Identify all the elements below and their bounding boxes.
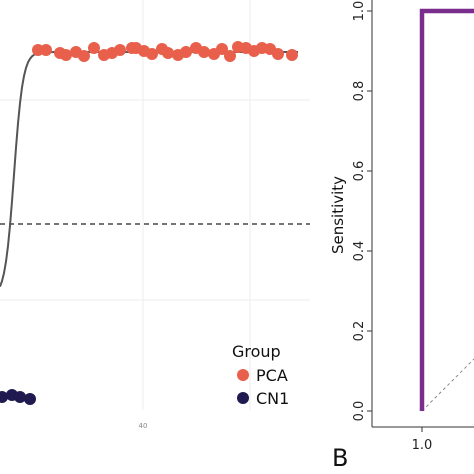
roc-curve <box>419 8 474 411</box>
y-tick-label: 0.4 <box>352 241 367 262</box>
cn1-point <box>14 391 26 403</box>
y-tick-label: 0.6 <box>352 161 367 182</box>
pca-point <box>180 46 192 58</box>
y-tick-label: 1.0 <box>352 1 367 22</box>
pca-point <box>286 49 298 61</box>
legend-marker-pca <box>237 369 249 381</box>
pca-point <box>216 43 228 55</box>
cn1-point <box>0 391 8 403</box>
y-tick-label: 0.8 <box>352 81 367 102</box>
panel-b: 0.0 0.2 0.4 0.6 0.8 1.0 Sensitivity 1.0 B <box>329 0 474 472</box>
pca-point <box>198 46 210 58</box>
pca-point <box>40 44 52 56</box>
pca-point <box>272 48 284 60</box>
legend-marker-cn1 <box>237 392 249 404</box>
panel-a-x-tick: 40 <box>139 422 148 430</box>
pca-point <box>224 50 236 62</box>
pca-point <box>60 49 72 61</box>
sigmoid-fit-curve <box>0 51 298 287</box>
cn1-point <box>24 393 36 405</box>
legend-title: Group <box>232 342 281 361</box>
pca-point <box>162 47 174 59</box>
panel-b-x-tick-label: 1.0 <box>412 438 433 453</box>
pca-point <box>78 50 90 62</box>
y-tick-label: 0.0 <box>352 401 367 422</box>
panel-b-letter: B <box>332 444 348 472</box>
panel-b-y-ticks: 0.0 0.2 0.4 0.6 0.8 1.0 <box>352 1 372 422</box>
pca-point <box>146 48 158 60</box>
legend-label-pca: PCA <box>256 366 288 385</box>
pca-point <box>88 42 100 54</box>
legend-label-cn1: CN1 <box>256 389 289 408</box>
reference-diagonal <box>421 358 474 412</box>
pca-point <box>114 44 126 56</box>
panel-a-points <box>0 41 298 405</box>
y-tick-label: 0.2 <box>352 321 367 342</box>
panel-a-grid <box>0 0 310 410</box>
panel-b-y-label: Sensitivity <box>329 176 347 254</box>
